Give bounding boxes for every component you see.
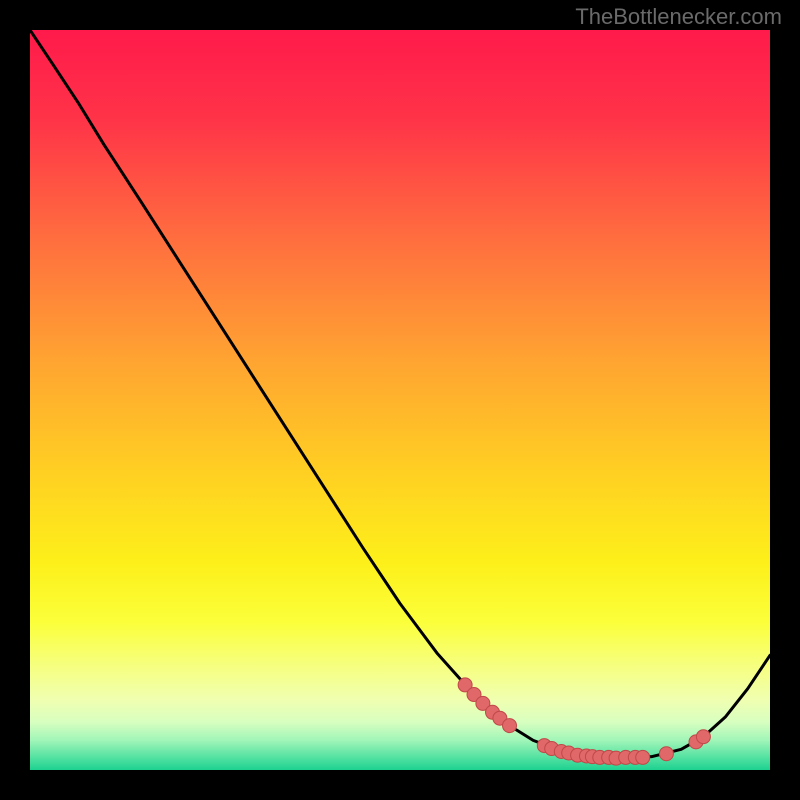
data-marker bbox=[696, 730, 710, 744]
data-marker bbox=[659, 747, 673, 761]
data-marker bbox=[503, 719, 517, 733]
watermark-text: TheBottlenecker.com bbox=[575, 4, 782, 30]
bottleneck-curve bbox=[30, 30, 770, 758]
chart-plot-area bbox=[30, 30, 770, 770]
data-marker bbox=[636, 750, 650, 764]
data-markers bbox=[458, 678, 710, 765]
chart-curve-layer bbox=[30, 30, 770, 770]
